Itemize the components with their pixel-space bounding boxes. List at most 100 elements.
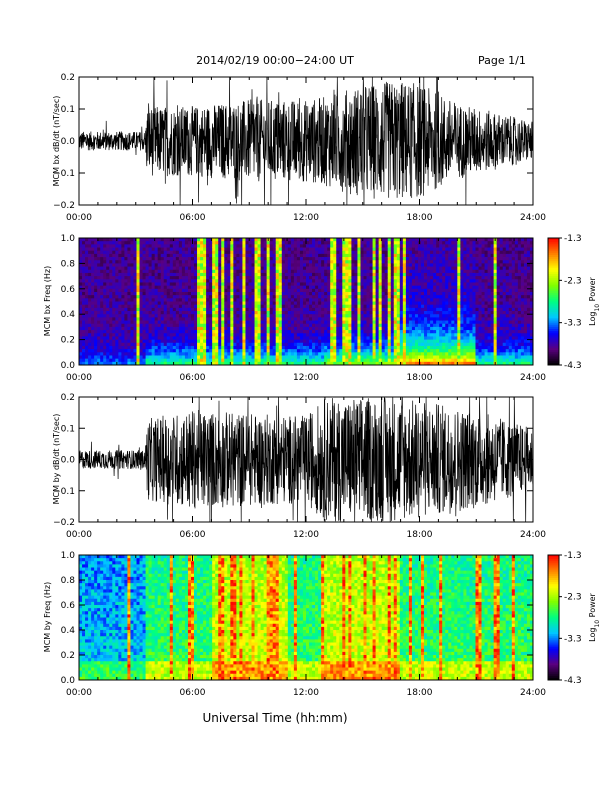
heat-cell	[236, 317, 240, 321]
heat-cell	[293, 333, 298, 337]
heat-cell	[396, 269, 401, 274]
heat-cell	[178, 250, 183, 255]
heat-cell	[209, 253, 213, 258]
heat-cell	[387, 345, 392, 350]
heat-cell	[275, 291, 280, 296]
heat-cell	[254, 285, 258, 290]
heat-cell	[354, 330, 358, 334]
heat-cell	[372, 317, 377, 321]
heat-cell	[109, 285, 113, 290]
heat-cell	[136, 301, 140, 306]
heat-cell	[178, 323, 183, 328]
heat-cell	[163, 253, 168, 258]
heat-cell	[254, 342, 258, 347]
heat-cell	[363, 323, 367, 328]
heat-cell	[103, 263, 107, 267]
heat-cell	[266, 345, 271, 350]
heat-cell	[197, 339, 201, 344]
heat-cell	[97, 279, 101, 283]
heat-cell	[148, 247, 153, 252]
heat-cell	[206, 314, 210, 318]
heat-cell	[118, 285, 122, 290]
heat-cell	[133, 307, 137, 312]
heat-cell	[424, 317, 428, 321]
heat-cell	[175, 311, 180, 315]
heat-cell	[97, 349, 101, 353]
heat-cell	[381, 238, 386, 242]
heat-cell	[212, 304, 216, 309]
heat-cell	[366, 314, 370, 318]
heat-cell	[242, 349, 246, 353]
heat-cell	[315, 345, 319, 350]
heat-cell	[405, 282, 410, 287]
heat-cell	[206, 250, 210, 255]
heat-cell	[166, 301, 171, 306]
heat-cell	[169, 263, 174, 267]
heat-cell	[411, 238, 416, 242]
heat-cell	[433, 304, 437, 309]
heat-cell	[381, 326, 386, 331]
heat-cell	[142, 326, 146, 331]
heat-cell	[160, 358, 165, 363]
heat-cell	[293, 326, 298, 331]
heat-cell	[260, 307, 265, 312]
heat-cell	[224, 298, 228, 302]
heat-cell	[342, 253, 346, 258]
heat-cell	[187, 295, 192, 299]
heat-cell	[115, 358, 119, 363]
heat-cell	[360, 342, 364, 347]
heat-cell	[97, 250, 101, 255]
heat-cell	[299, 317, 304, 321]
heat-cell	[109, 269, 113, 274]
heat-cell	[142, 257, 146, 261]
heat-cell	[399, 314, 404, 318]
heat-cell	[145, 320, 150, 325]
heat-cell	[175, 288, 180, 293]
heat-cell	[227, 358, 231, 363]
heat-cell	[233, 244, 237, 248]
heat-cell	[448, 269, 452, 274]
heat-cell	[175, 257, 180, 261]
heat-cell	[318, 279, 322, 283]
heat-cell	[369, 304, 373, 309]
heat-cell	[248, 282, 252, 287]
heat-cell	[442, 276, 446, 280]
heat-cell	[427, 345, 431, 350]
heat-cell	[166, 358, 171, 363]
heat-cell	[127, 288, 131, 293]
heat-cell	[293, 241, 298, 245]
heat-cell	[272, 250, 277, 255]
heat-cell	[430, 336, 434, 340]
heat-cell	[194, 358, 198, 363]
heat-cell	[148, 352, 153, 356]
heat-cell	[206, 238, 210, 242]
heat-cell	[342, 295, 346, 299]
heat-cell	[218, 247, 222, 252]
heat-cell	[157, 320, 162, 325]
heat-cell	[363, 345, 367, 350]
heat-cell	[260, 298, 265, 302]
heat-cell	[321, 304, 325, 309]
heat-cell	[393, 260, 398, 264]
heat-cell	[363, 282, 367, 287]
heat-cell	[227, 361, 231, 366]
heat-cell	[354, 266, 358, 271]
heat-cell	[163, 361, 168, 366]
heat-cell	[272, 272, 277, 277]
heat-cell	[315, 238, 319, 242]
heat-cell	[145, 317, 150, 321]
heat-cell	[339, 320, 343, 325]
heat-cell	[163, 291, 168, 296]
heat-cell	[378, 298, 383, 302]
heat-cell	[190, 333, 195, 337]
heat-cell	[248, 336, 252, 340]
heat-cell	[339, 345, 343, 350]
heat-cell	[430, 257, 434, 261]
heat-cell	[175, 244, 180, 248]
heat-cell	[284, 301, 289, 306]
heat-cell	[312, 295, 316, 299]
heat-cell	[405, 339, 410, 344]
heat-cell	[421, 345, 425, 350]
heat-cell	[175, 317, 180, 321]
heat-cell	[190, 330, 195, 334]
